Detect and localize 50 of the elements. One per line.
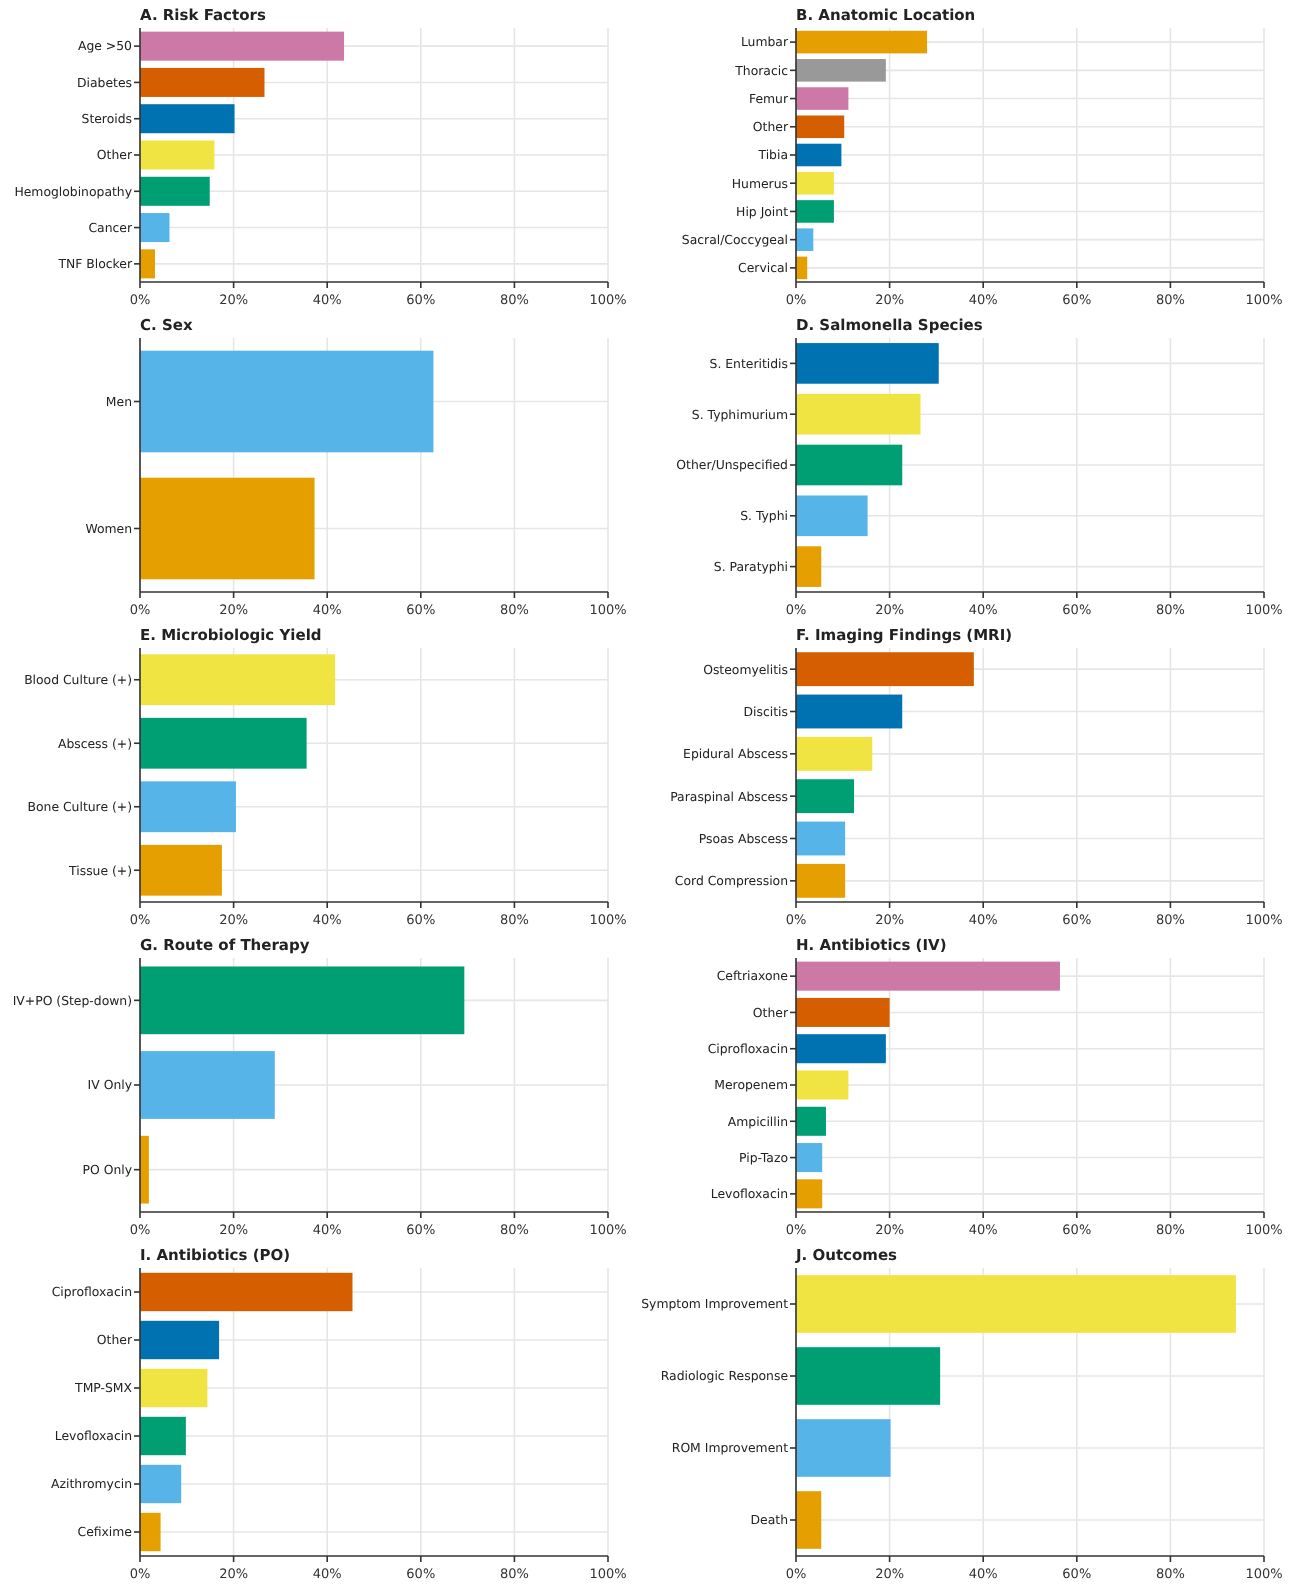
bar — [140, 1512, 161, 1552]
bar — [796, 1106, 826, 1136]
bar — [796, 1070, 849, 1100]
bar — [796, 652, 974, 687]
bar — [796, 1491, 822, 1549]
bar — [796, 961, 1060, 991]
bar — [796, 228, 814, 251]
bar — [140, 213, 170, 243]
bar — [796, 1275, 1236, 1333]
bar — [140, 140, 215, 170]
bar — [796, 143, 842, 167]
bar — [140, 654, 336, 706]
bar — [140, 781, 236, 833]
bar — [140, 717, 307, 769]
bar — [796, 171, 834, 195]
bar — [796, 779, 855, 814]
bar — [140, 31, 345, 61]
bar — [140, 1272, 353, 1312]
bar — [140, 1464, 182, 1504]
bar — [140, 249, 155, 279]
bar — [796, 59, 886, 82]
bar — [796, 200, 834, 223]
bar — [796, 694, 903, 729]
bar — [796, 1143, 823, 1173]
bar — [796, 87, 849, 110]
bar — [796, 546, 822, 587]
bar — [796, 1419, 891, 1477]
bar — [140, 1135, 149, 1204]
bar — [796, 997, 890, 1027]
bar — [796, 393, 921, 435]
bar — [796, 821, 846, 856]
bar — [140, 67, 265, 97]
bar — [796, 736, 873, 771]
bar — [796, 30, 928, 54]
bar — [796, 863, 846, 898]
bar — [140, 104, 235, 134]
bar — [796, 1179, 823, 1209]
bar — [140, 176, 210, 206]
bar — [140, 1051, 275, 1119]
bar — [796, 444, 903, 486]
bar — [140, 1368, 208, 1408]
bar — [796, 1347, 941, 1405]
bar — [140, 1320, 220, 1360]
bar — [796, 495, 868, 537]
bar — [796, 343, 939, 384]
bar — [796, 115, 845, 139]
bar — [796, 1034, 886, 1064]
bar — [140, 844, 222, 896]
bar — [140, 966, 465, 1035]
bar — [140, 1416, 186, 1456]
